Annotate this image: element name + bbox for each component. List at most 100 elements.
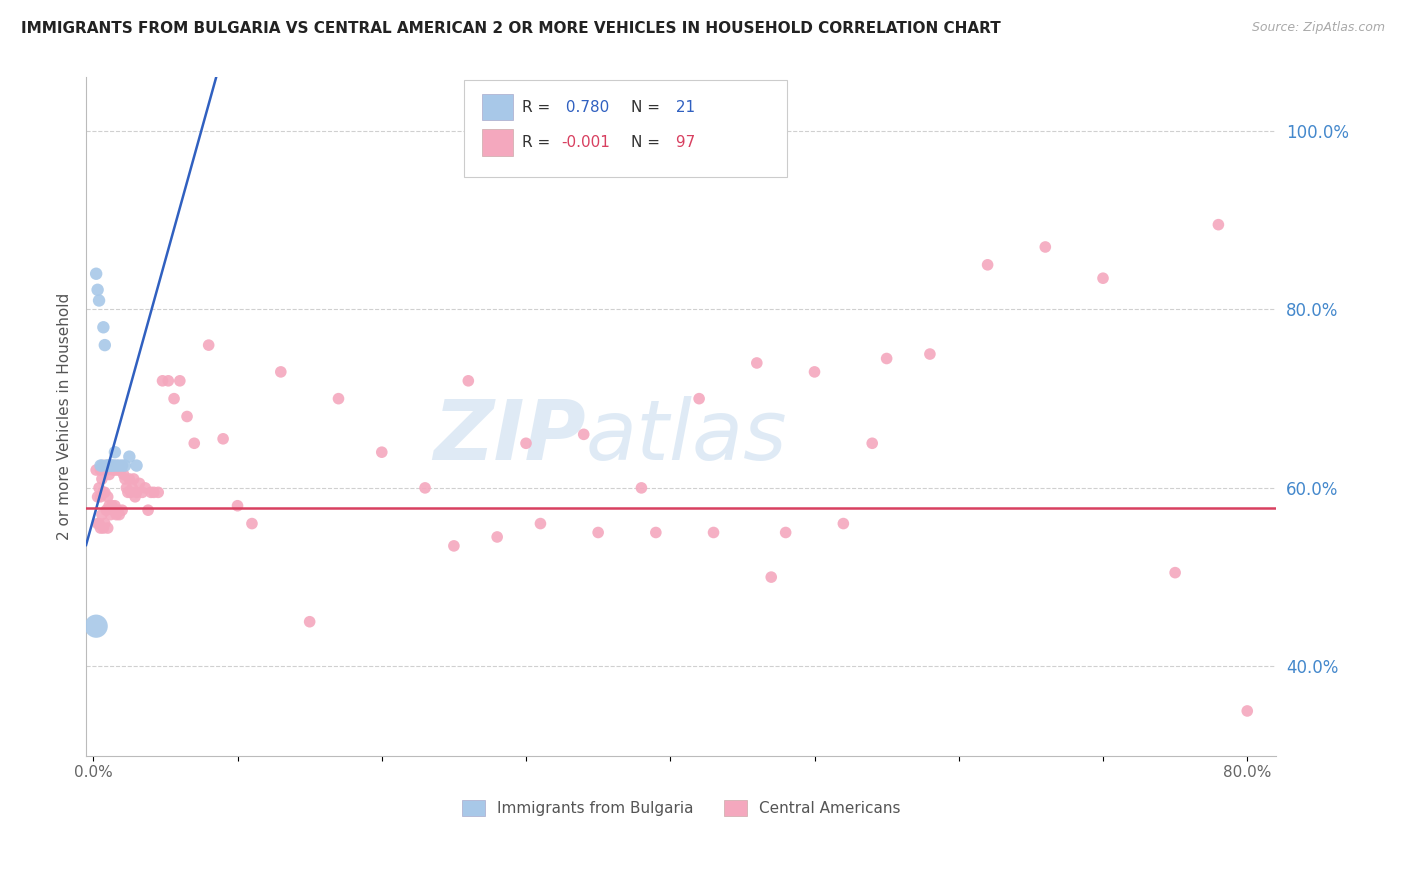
Point xyxy=(91,508,114,522)
Point xyxy=(93,485,115,500)
Text: -0.001: -0.001 xyxy=(561,136,610,150)
Point xyxy=(139,485,162,500)
Point xyxy=(443,539,465,553)
Point xyxy=(108,463,131,477)
Point xyxy=(120,485,142,500)
Text: 21: 21 xyxy=(671,100,695,114)
Point xyxy=(148,485,170,500)
Text: Source: ZipAtlas.com: Source: ZipAtlas.com xyxy=(1251,21,1385,34)
Point xyxy=(169,374,191,388)
Text: IMMIGRANTS FROM BULGARIA VS CENTRAL AMERICAN 2 OR MORE VEHICLES IN HOUSEHOLD COR: IMMIGRANTS FROM BULGARIA VS CENTRAL AMER… xyxy=(21,21,1001,36)
Point xyxy=(103,503,125,517)
Point xyxy=(100,458,122,473)
Point xyxy=(105,458,128,473)
Point xyxy=(94,338,117,352)
Point xyxy=(486,530,509,544)
Point xyxy=(96,503,118,517)
Point xyxy=(87,481,110,495)
Y-axis label: 2 or more Vehicles in Household: 2 or more Vehicles in Household xyxy=(58,293,72,541)
Point xyxy=(413,481,436,495)
Point xyxy=(96,458,118,473)
Text: R =: R = xyxy=(522,100,555,114)
Point xyxy=(111,503,134,517)
Point xyxy=(586,525,609,540)
Point xyxy=(98,499,121,513)
Point xyxy=(84,463,107,477)
Point xyxy=(124,490,146,504)
Point xyxy=(91,472,114,486)
Point xyxy=(1208,218,1230,232)
Point xyxy=(775,525,797,540)
Point xyxy=(100,458,122,473)
Point xyxy=(104,499,127,513)
Point xyxy=(226,499,249,513)
Point xyxy=(371,445,394,459)
Point xyxy=(101,458,124,473)
Point xyxy=(93,458,115,473)
Text: N =: N = xyxy=(631,100,665,114)
Point xyxy=(101,458,124,473)
Point xyxy=(644,525,666,540)
Point xyxy=(125,458,148,473)
Point xyxy=(105,508,128,522)
Point xyxy=(688,392,710,406)
Point xyxy=(197,338,219,352)
Point xyxy=(515,436,537,450)
Point xyxy=(328,392,350,406)
Point xyxy=(270,365,292,379)
Point xyxy=(876,351,898,366)
Text: R =: R = xyxy=(522,136,555,150)
Point xyxy=(761,570,783,584)
Point xyxy=(118,450,141,464)
Point xyxy=(630,481,652,495)
Point xyxy=(89,463,111,477)
Point xyxy=(111,458,134,473)
Point xyxy=(529,516,551,531)
Point xyxy=(183,436,205,450)
Point xyxy=(108,508,131,522)
Text: 0.780: 0.780 xyxy=(561,100,609,114)
Legend: Immigrants from Bulgaria, Central Americans: Immigrants from Bulgaria, Central Americ… xyxy=(456,794,907,822)
Point xyxy=(89,458,111,473)
Point xyxy=(176,409,198,424)
Point xyxy=(97,458,120,473)
Point xyxy=(104,445,127,459)
Point xyxy=(163,392,186,406)
Point xyxy=(86,490,108,504)
Point xyxy=(91,458,114,473)
Point xyxy=(86,283,108,297)
Point xyxy=(128,476,150,491)
Point xyxy=(212,432,235,446)
Point xyxy=(104,458,127,473)
Point xyxy=(121,481,143,495)
Point xyxy=(832,516,855,531)
Point xyxy=(93,320,115,334)
Point xyxy=(103,458,125,473)
Point xyxy=(87,516,110,531)
Point xyxy=(114,458,136,473)
Point xyxy=(115,481,138,495)
Point xyxy=(457,374,479,388)
Point xyxy=(918,347,941,361)
Point xyxy=(1164,566,1187,580)
Point xyxy=(96,463,118,477)
Point xyxy=(131,485,153,500)
Point xyxy=(1033,240,1056,254)
Point xyxy=(142,485,165,500)
Point xyxy=(97,490,120,504)
Point xyxy=(125,485,148,500)
Text: ZIP: ZIP xyxy=(433,396,586,477)
Point xyxy=(112,467,135,482)
Point xyxy=(117,485,139,500)
Point xyxy=(108,458,131,473)
Point xyxy=(110,463,132,477)
Point xyxy=(84,267,107,281)
Text: atlas: atlas xyxy=(586,396,787,477)
Point xyxy=(107,503,129,517)
Point xyxy=(105,463,128,477)
Point xyxy=(702,525,724,540)
Point xyxy=(89,490,111,504)
Point xyxy=(107,458,129,473)
Point xyxy=(98,458,121,473)
Point xyxy=(298,615,321,629)
